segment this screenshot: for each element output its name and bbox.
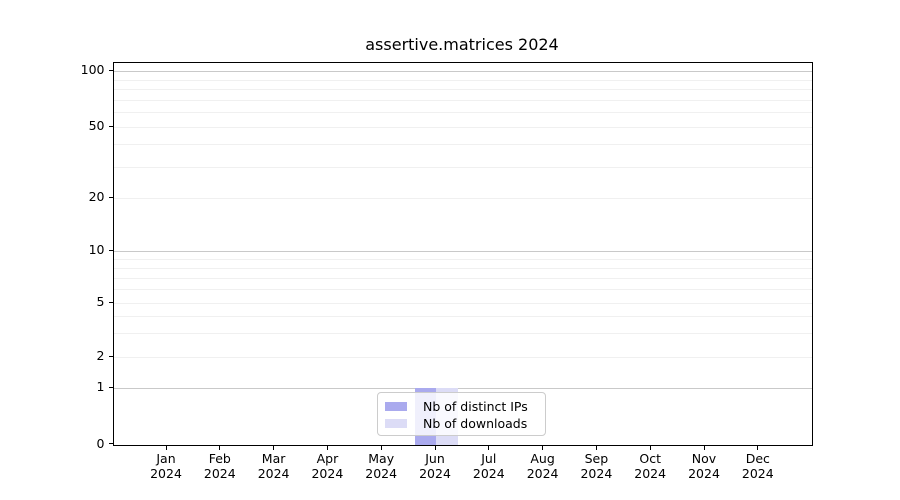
minor-gridline [114,198,812,199]
minor-gridline [114,127,812,128]
x-tick-mark [703,445,705,450]
x-tick-label: Jan 2024 [150,451,182,481]
y-tick-label: 5 [96,294,105,309]
y-tick-label: 100 [80,62,105,77]
y-tick-mark [108,249,113,251]
y-tick-label: 10 [88,242,105,257]
x-tick-mark [326,445,329,450]
x-tick-label: Dec 2024 [741,451,774,481]
minor-gridline [114,357,812,358]
x-tick-label: Aug 2024 [526,451,559,481]
x-tick-mark [649,445,651,450]
x-tick-label: Sep 2024 [580,451,613,481]
y-tick-mark [108,125,113,127]
minor-gridline [114,289,812,291]
x-tick-mark [488,445,490,450]
legend-label: Nb of distinct IPs [423,398,528,414]
legend-swatch-icon [385,419,407,428]
minor-gridline [114,303,812,304]
x-tick-label: Nov 2024 [688,451,720,481]
x-tick-label: Oct 2024 [634,451,667,481]
minor-gridline [114,258,812,260]
y-tick-mark [108,355,113,357]
y-tick-mark [108,301,113,303]
x-tick-label: Jun 2024 [419,451,451,481]
y-tick-label: 2 [96,348,105,363]
x-tick-label: Mar 2024 [257,451,290,481]
legend-items: Nb of distinct IPs Nb of downloads [385,398,537,432]
minor-gridline [114,277,812,279]
x-tick-label: Jul 2024 [472,451,505,481]
x-tick-mark [273,445,275,450]
x-tick-mark [165,445,167,450]
y-tick-label: 20 [88,189,105,204]
major-gridline [114,251,812,252]
y-tick-label: 0 [96,435,105,451]
x-tick-mark [595,445,598,450]
x-tick-mark [542,445,544,450]
y-tick-label: 50 [88,118,105,133]
minor-gridline [114,112,812,114]
chart-title: assertive.matrices 2024 [365,35,559,54]
x-tick-mark [757,445,759,450]
legend-row: Nb of distinct IPs [385,398,537,415]
x-tick-label: May 2024 [365,451,398,481]
x-tick-label: Apr 2024 [311,451,344,481]
y-tick-mark [108,69,113,71]
x-tick-label: Feb 2024 [203,451,236,481]
legend: Nb of distinct IPs Nb of downloads [377,392,546,436]
minor-gridline [114,316,812,318]
y-tick-label: 1 [96,379,105,394]
minor-gridline [114,79,812,81]
minor-gridline [114,144,812,146]
plot-area [113,62,813,446]
major-gridline [114,388,812,389]
legend-swatch-icon [385,402,407,411]
minor-gridline [114,267,812,269]
minor-gridline [114,89,812,91]
x-tick-mark [434,445,436,450]
minor-gridline [114,333,812,335]
legend-row: Nb of downloads [385,415,537,432]
x-tick-mark [219,445,221,450]
major-gridline [114,71,812,72]
x-tick-mark [380,445,382,450]
minor-gridline [114,166,812,168]
y-tick-mark [108,443,113,445]
legend-label: Nb of downloads [423,415,528,431]
y-tick-mark [108,386,113,388]
minor-gridline [114,99,812,101]
y-tick-mark [108,196,113,198]
